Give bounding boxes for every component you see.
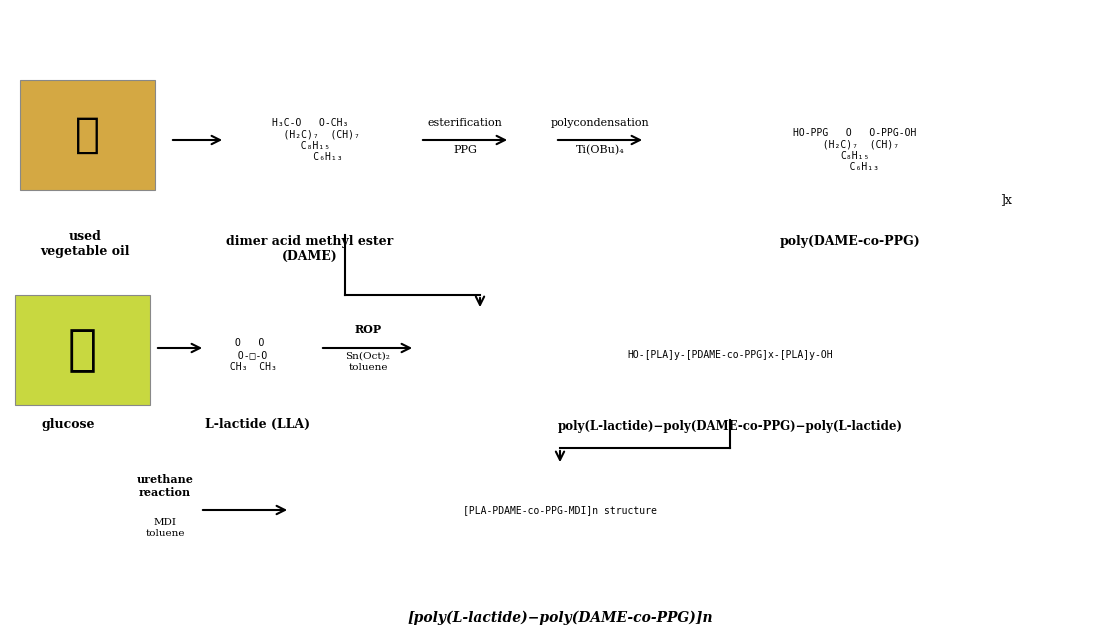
Bar xyxy=(15,295,150,405)
Text: H₃C-O   O-CH₃
    (H₂C)₇  (CH)₇
  C₈H₁₅
      C₆H₁₃: H₃C-O O-CH₃ (H₂C)₇ (CH)₇ C₈H₁₅ C₆H₁₃ xyxy=(260,118,360,163)
Text: MDI: MDI xyxy=(153,518,177,527)
Text: [PLA-PDAME-co-PPG-MDI]n structure: [PLA-PDAME-co-PPG-MDI]n structure xyxy=(463,505,657,515)
Text: 🫒: 🫒 xyxy=(75,114,100,156)
Text: urethane
reaction: urethane reaction xyxy=(137,474,194,498)
Bar xyxy=(20,80,156,190)
Text: Sn(Oct)₂: Sn(Oct)₂ xyxy=(346,352,391,361)
Text: poly(L-lactide)−poly(DAME-co-PPG)−poly(L-lactide): poly(L-lactide)−poly(DAME-co-PPG)−poly(L… xyxy=(557,420,903,433)
Text: L-lactide (LLA): L-lactide (LLA) xyxy=(206,418,311,431)
Text: ]x: ]x xyxy=(1000,194,1012,206)
Text: dimer acid methyl ester
(DAME): dimer acid methyl ester (DAME) xyxy=(226,235,394,263)
Text: toluene: toluene xyxy=(348,363,388,372)
Text: Ti(OBu)₄: Ti(OBu)₄ xyxy=(575,145,624,156)
Text: HO-PPG   O   O-PPG-OH
  (H₂C)₇  (CH)₇
C₈H₁₅
   C₆H₁₃: HO-PPG O O-PPG-OH (H₂C)₇ (CH)₇ C₈H₁₅ C₆H… xyxy=(793,127,916,172)
Text: glucose: glucose xyxy=(41,418,95,431)
Text: toluene: toluene xyxy=(145,529,185,538)
Text: PPG: PPG xyxy=(453,145,477,155)
Text: ROP: ROP xyxy=(355,324,382,335)
Text: polycondensation: polycondensation xyxy=(551,118,649,128)
Text: poly(DAME-co-PPG): poly(DAME-co-PPG) xyxy=(780,235,920,248)
Text: HO-[PLA]y-[PDAME-co-PPG]x-[PLA]y-OH: HO-[PLA]y-[PDAME-co-PPG]x-[PLA]y-OH xyxy=(627,350,833,360)
Text: esterification: esterification xyxy=(427,118,502,128)
Text: O   O
 O-□-O
 CH₃  CH₃: O O O-□-O CH₃ CH₃ xyxy=(224,338,276,372)
Text: [poly(L-lactide)−poly(DAME-co-PPG)]n: [poly(L-lactide)−poly(DAME-co-PPG)]n xyxy=(407,611,713,625)
Text: 🌽: 🌽 xyxy=(67,326,96,374)
Text: used
vegetable oil: used vegetable oil xyxy=(40,230,130,258)
